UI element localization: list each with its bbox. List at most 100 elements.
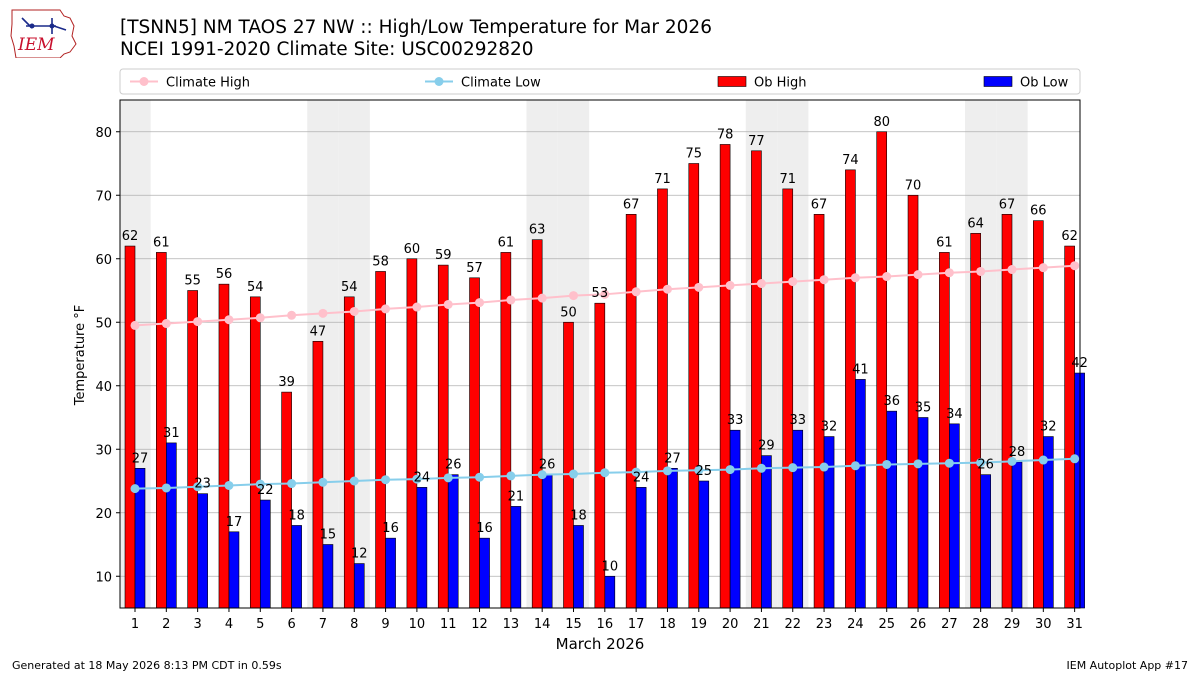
climate-low-point	[1070, 454, 1080, 464]
climate-low-point	[1007, 456, 1017, 466]
climate-low-point	[506, 471, 516, 481]
climate-high-point	[976, 266, 986, 276]
climate-high-point	[255, 313, 265, 323]
climate-low-point	[788, 463, 798, 473]
ob-high-label: 75	[686, 147, 703, 162]
ob-high-label: 62	[1061, 229, 1078, 244]
climate-high-point	[475, 298, 485, 308]
x-tick-label: 24	[847, 617, 864, 632]
climate-low-point	[568, 469, 578, 479]
climate-high-point	[1070, 261, 1080, 271]
ob-high-label: 71	[654, 172, 671, 187]
ob-low-bar	[166, 442, 177, 609]
climate-high-point	[506, 295, 516, 305]
ob-low-label: 18	[288, 508, 305, 523]
ob-low-bar	[1011, 461, 1023, 609]
ob-low-label: 36	[883, 394, 900, 409]
x-tick-label: 27	[941, 617, 958, 632]
ob-low-bar	[353, 563, 365, 609]
ob-low-bar	[604, 575, 616, 609]
climate-low-point	[193, 482, 203, 492]
ob-high-label: 67	[623, 197, 640, 212]
ob-high-label: 54	[341, 280, 358, 295]
x-tick-label: 23	[816, 617, 833, 632]
ob-high-bar	[281, 391, 292, 609]
ob-low-label: 34	[946, 407, 963, 422]
climate-high-point	[443, 299, 453, 309]
climate-high-point	[1007, 265, 1017, 275]
ob-low-bar	[479, 537, 490, 609]
ob-high-label: 56	[216, 267, 233, 282]
ob-low-label: 29	[758, 439, 775, 454]
x-tick-label: 21	[753, 617, 770, 632]
ob-low-bar	[385, 537, 396, 609]
ob-low-label: 33	[727, 413, 744, 428]
x-tick-label: 8	[350, 617, 358, 632]
x-tick-label: 11	[440, 617, 457, 632]
ob-high-bar	[1033, 220, 1044, 609]
ob-high-label: 61	[936, 235, 953, 250]
climate-low-point	[725, 465, 735, 475]
climate-high-point	[130, 320, 140, 330]
ob-high-label: 74	[842, 153, 859, 168]
x-tick-label: 15	[565, 617, 582, 632]
ob-high-label: 61	[153, 235, 170, 250]
y-tick-label: 50	[95, 316, 112, 331]
climate-high-point	[756, 279, 766, 289]
ob-low-bar	[322, 544, 334, 609]
climate-low-point	[412, 474, 422, 484]
x-tick-label: 2	[162, 617, 170, 632]
ob-low-label: 23	[194, 477, 211, 492]
ob-low-bar	[447, 474, 459, 609]
climate-high-point	[349, 306, 359, 316]
ob-high-label: 77	[748, 134, 765, 149]
legend-ob-low-swatch	[983, 76, 1013, 87]
climate-high-point	[537, 293, 547, 303]
x-tick-label: 13	[503, 617, 520, 632]
ob-low-label: 17	[226, 515, 243, 530]
ob-low-bar	[949, 423, 960, 609]
y-axis-label: Temperature °F	[73, 305, 88, 406]
x-tick-label: 3	[194, 617, 202, 632]
ob-low-bar	[635, 487, 647, 609]
climate-high-point	[287, 310, 297, 320]
ob-low-label: 35	[915, 401, 932, 416]
ob-low-bar	[259, 499, 271, 609]
x-tick-label: 10	[409, 617, 426, 632]
ob-high-bar	[312, 340, 324, 609]
ob-high-bar	[1064, 245, 1075, 609]
ob-low-bar	[855, 379, 866, 609]
climate-low-point	[381, 475, 391, 485]
ob-low-label: 27	[664, 451, 681, 466]
legend-ob-low-label: Ob Low	[1020, 76, 1069, 91]
ob-low-label: 18	[570, 508, 587, 523]
climate-low-point	[443, 473, 453, 483]
ob-high-bar	[437, 264, 449, 609]
climate-low-point	[287, 479, 297, 489]
climate-low-point	[756, 463, 766, 473]
ob-high-bar	[625, 214, 637, 609]
ob-high-label: 60	[404, 242, 421, 257]
climate-high-point	[381, 304, 391, 314]
ob-low-bar	[510, 506, 522, 609]
y-tick-label: 60	[95, 253, 112, 268]
ob-high-bar	[657, 188, 668, 609]
ob-high-bar	[249, 296, 261, 609]
climate-low-point	[255, 479, 265, 489]
climate-low-point	[913, 459, 923, 469]
climate-high-point	[1038, 263, 1048, 273]
ob-high-label: 64	[967, 216, 984, 231]
y-tick-label: 20	[95, 507, 112, 522]
climate-low-point	[631, 467, 641, 477]
ob-low-label: 24	[414, 470, 431, 485]
ob-low-bar	[573, 525, 584, 609]
climate-high-point	[412, 302, 422, 312]
ob-high-label: 55	[184, 274, 201, 289]
legend-ob-high-swatch	[717, 76, 747, 87]
climate-high-point	[850, 273, 860, 283]
x-tick-label: 20	[722, 617, 739, 632]
ob-high-label: 39	[278, 375, 295, 390]
x-tick-label: 6	[287, 617, 295, 632]
climate-high-point	[662, 284, 672, 294]
ob-high-label: 67	[999, 197, 1016, 212]
